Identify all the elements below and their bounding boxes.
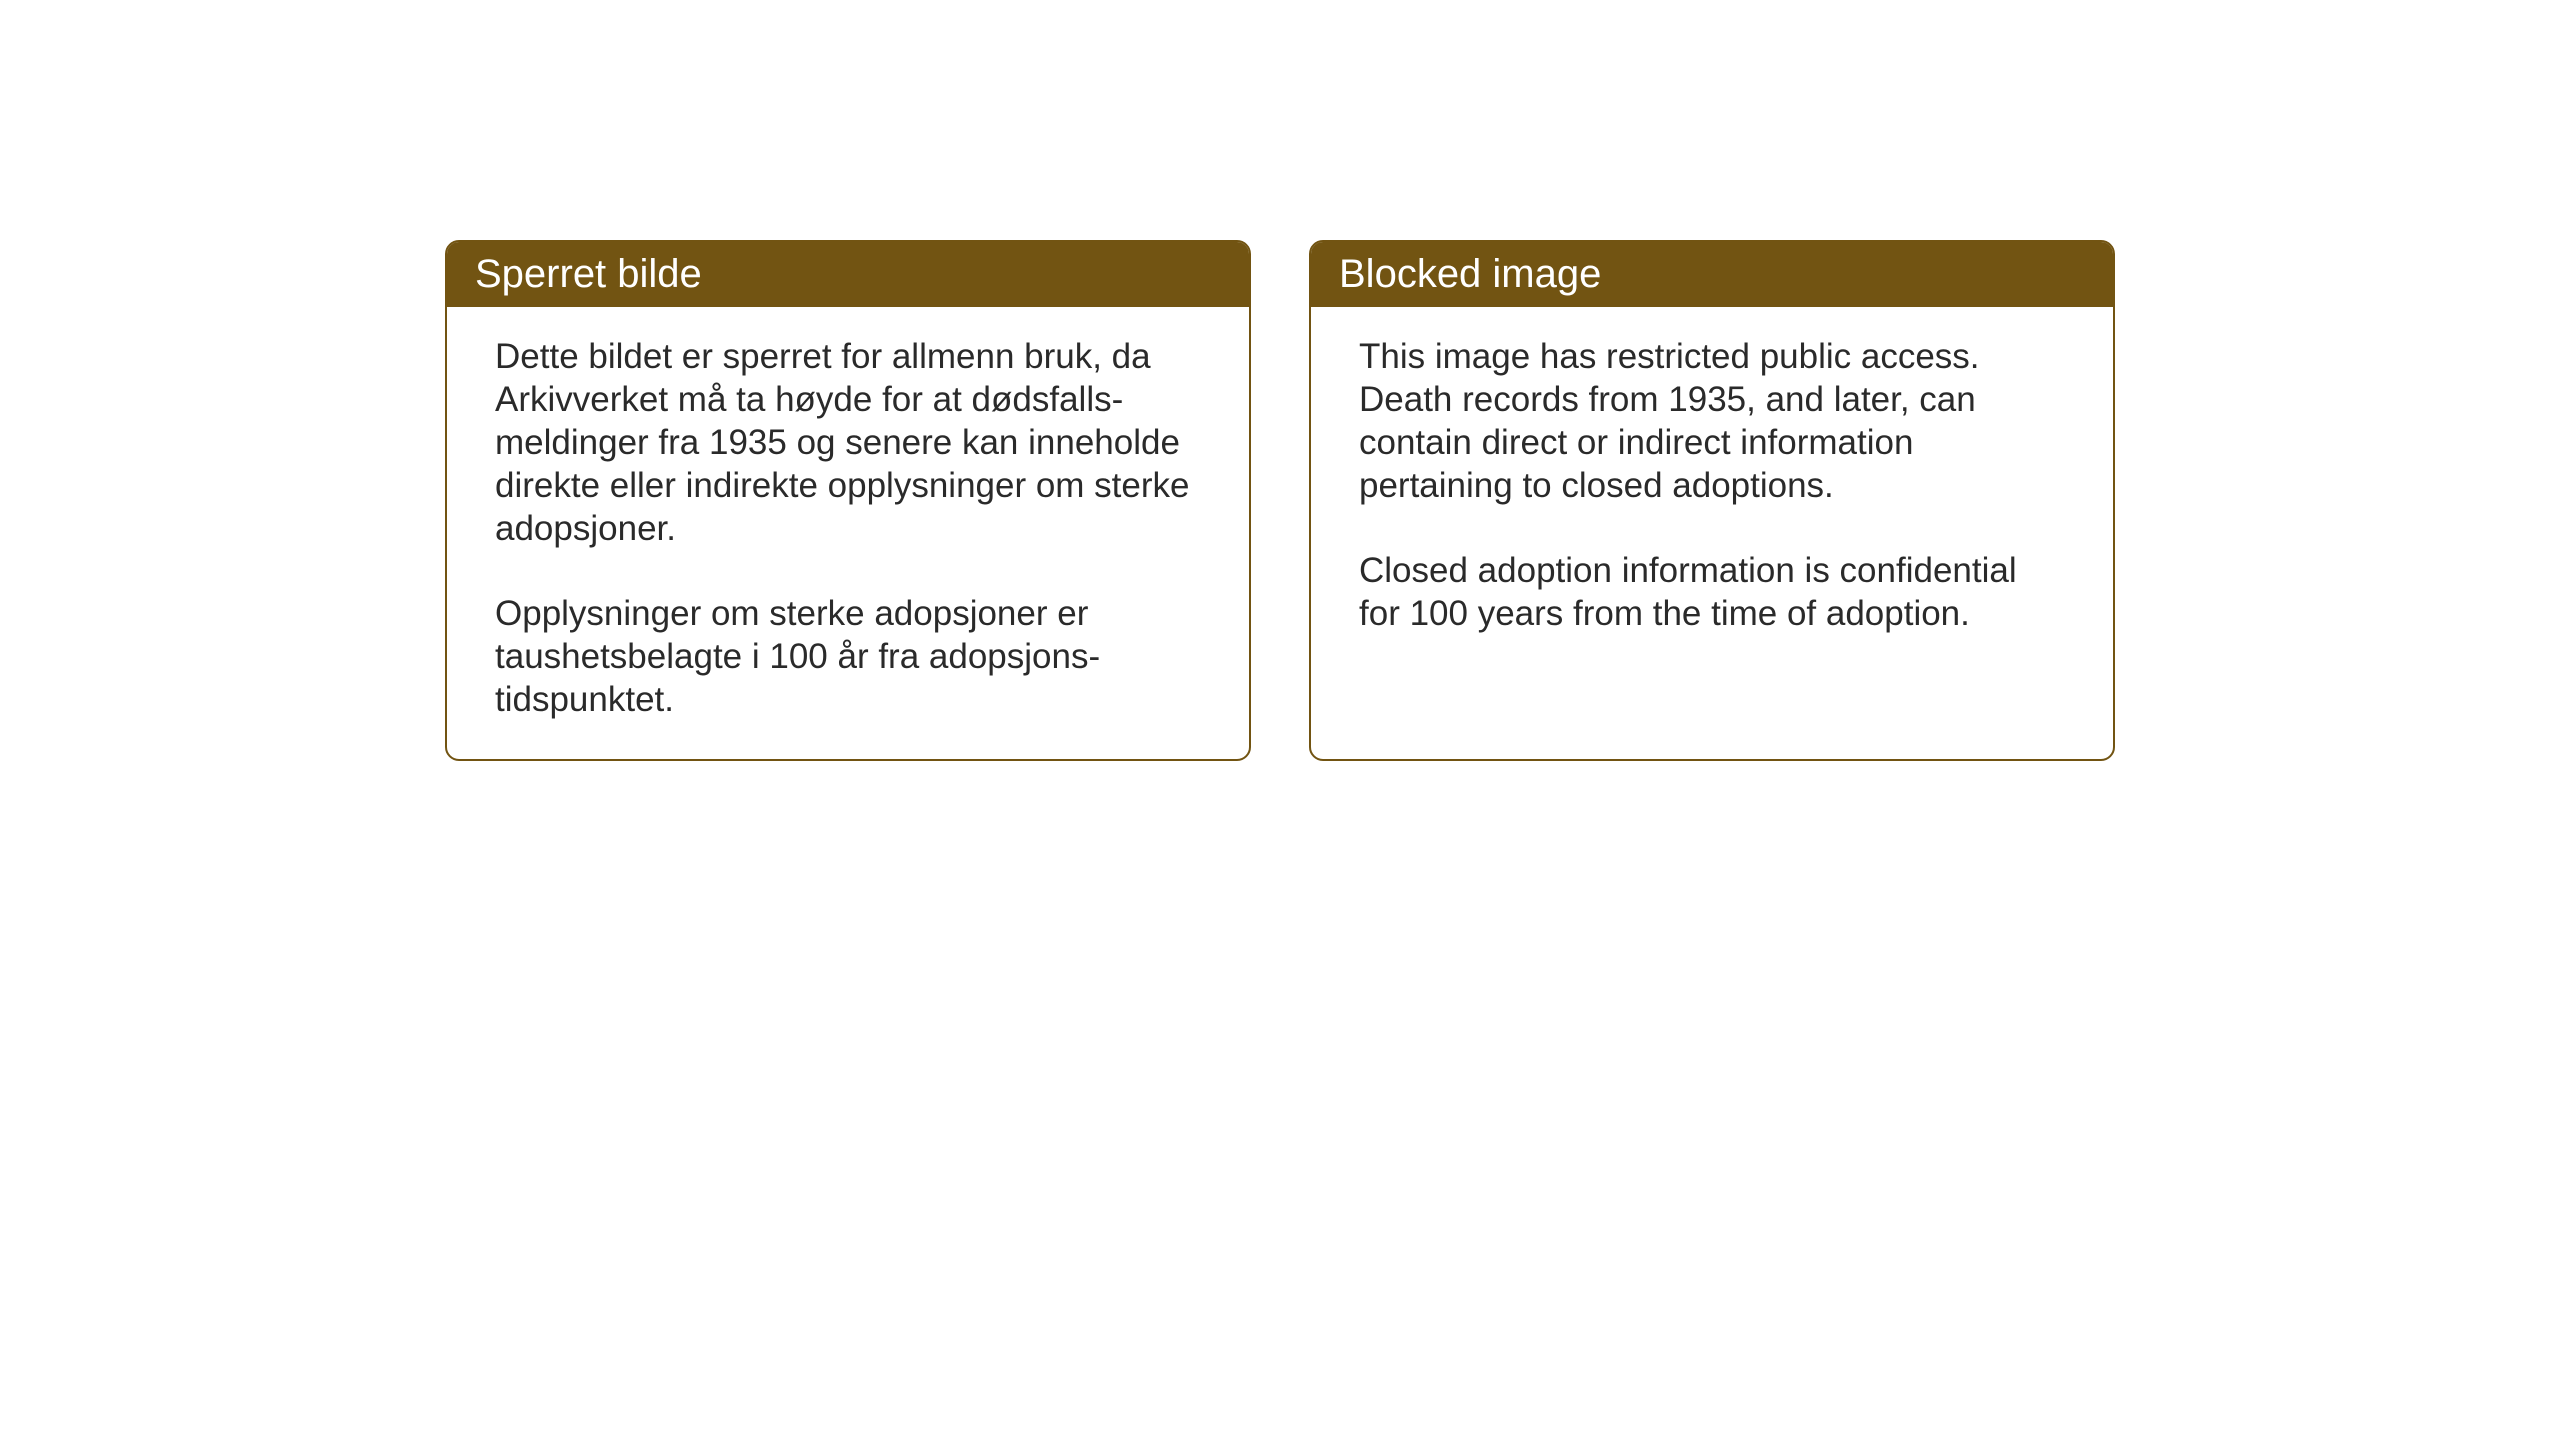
card-title-norwegian: Sperret bilde	[475, 252, 702, 296]
card-english: Blocked image This image has restricted …	[1309, 240, 2115, 761]
cards-container: Sperret bilde Dette bildet er sperret fo…	[445, 240, 2115, 761]
card-header-english: Blocked image	[1311, 242, 2113, 307]
card-paragraph-2-english: Closed adoption information is confident…	[1359, 549, 2065, 635]
card-paragraph-1-norwegian: Dette bildet er sperret for allmenn bruk…	[495, 335, 1201, 550]
card-title-english: Blocked image	[1339, 252, 1601, 296]
card-body-english: This image has restricted public access.…	[1311, 307, 2113, 737]
card-norwegian: Sperret bilde Dette bildet er sperret fo…	[445, 240, 1251, 761]
card-header-norwegian: Sperret bilde	[447, 242, 1249, 307]
card-paragraph-2-norwegian: Opplysninger om sterke adopsjoner er tau…	[495, 592, 1201, 721]
card-body-norwegian: Dette bildet er sperret for allmenn bruk…	[447, 307, 1249, 759]
card-paragraph-1-english: This image has restricted public access.…	[1359, 335, 2065, 507]
